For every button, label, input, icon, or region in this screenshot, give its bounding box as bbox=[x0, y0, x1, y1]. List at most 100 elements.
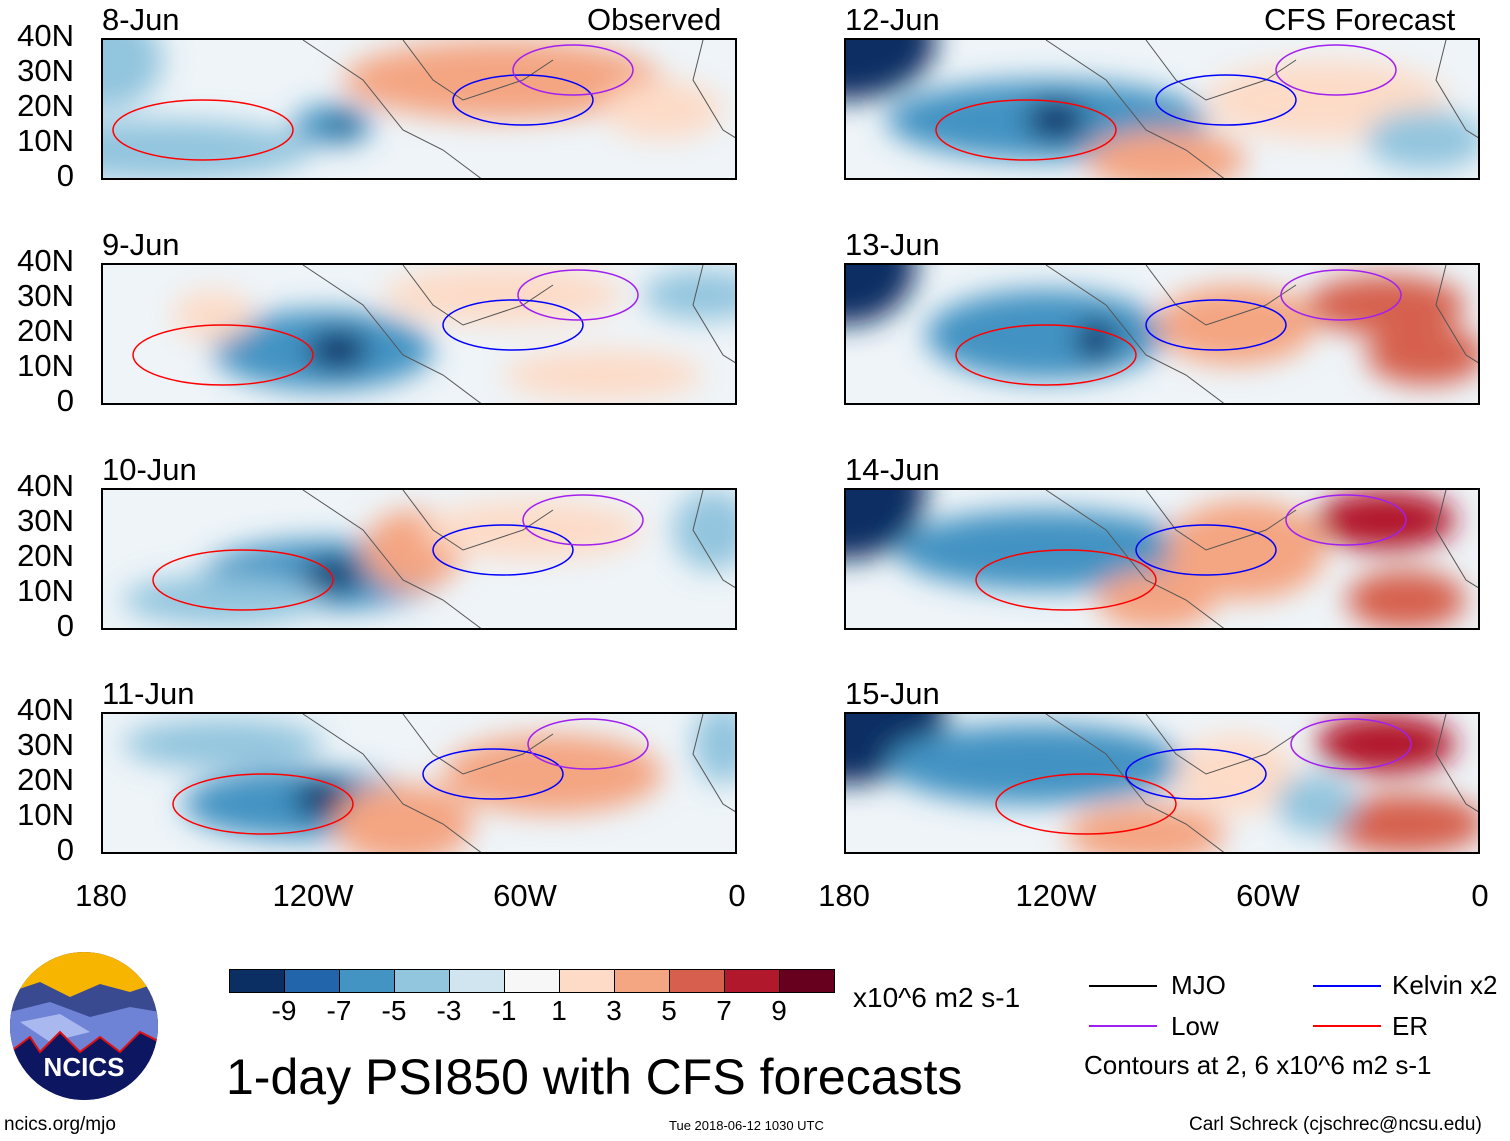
anomaly-blob bbox=[643, 270, 735, 320]
anomaly-blob bbox=[123, 719, 323, 769]
x-tick-label: 60W bbox=[493, 878, 557, 913]
coastline bbox=[302, 265, 735, 403]
colorbar-tick: -5 bbox=[381, 995, 407, 1026]
kelvin-contour bbox=[1155, 74, 1297, 126]
y-tick-label: 20N bbox=[17, 538, 74, 573]
legend-low: Low bbox=[1171, 1011, 1219, 1041]
anomaly-blob bbox=[1156, 285, 1316, 365]
anomaly-blob bbox=[1366, 325, 1478, 385]
ncics-logo: NCICS bbox=[10, 952, 158, 1100]
legend-low-line bbox=[1089, 1025, 1157, 1027]
coastline bbox=[1045, 265, 1478, 403]
anomaly-blob bbox=[103, 40, 163, 110]
low-contour bbox=[1290, 718, 1412, 770]
colorbar-swatch bbox=[285, 970, 340, 992]
y-tick-label: 40N bbox=[17, 243, 74, 278]
y-tick-label: 10N bbox=[17, 797, 74, 832]
anomaly-blob bbox=[1086, 130, 1246, 178]
anomaly-blob bbox=[443, 734, 663, 814]
low-contour bbox=[527, 718, 649, 770]
colorbar-swatch bbox=[230, 970, 285, 992]
anomaly-blob bbox=[293, 781, 353, 817]
map-panel-13-Jun bbox=[844, 263, 1480, 405]
x-tick-label: 180 bbox=[75, 878, 127, 913]
er-contour bbox=[132, 324, 314, 386]
er-contour bbox=[935, 99, 1117, 161]
figure-title: 1-day PSI850 with CFS forecasts bbox=[226, 1049, 963, 1105]
colorbar-tick: 1 bbox=[551, 995, 567, 1026]
anomaly-blob bbox=[693, 714, 735, 784]
map-panel-8-Jun bbox=[101, 38, 737, 180]
coastline bbox=[302, 714, 735, 852]
y-tick-label: 40N bbox=[17, 18, 74, 53]
anomaly-blob bbox=[308, 330, 368, 370]
low-contour bbox=[522, 494, 644, 546]
y-tick-label: 30N bbox=[17, 727, 74, 762]
colorbar-tick: 7 bbox=[716, 995, 732, 1026]
y-tick-label: 0 bbox=[56, 158, 74, 193]
y-tick-label: 40N bbox=[17, 468, 74, 503]
anomaly-blob bbox=[331, 115, 355, 135]
anomaly-blob bbox=[303, 559, 363, 591]
anomaly-blob bbox=[926, 290, 1166, 380]
map-panel-14-Jun bbox=[844, 488, 1480, 630]
colorbar-unit: x10^6 m2 s-1 bbox=[853, 982, 1021, 1013]
coastline bbox=[1045, 714, 1478, 852]
y-tick-label: 10N bbox=[17, 573, 74, 608]
footer-credit: Carl Schreck (cjschrec@ncsu.edu) bbox=[1189, 1114, 1482, 1135]
anomaly-blob bbox=[846, 265, 916, 325]
x-tick-label: 0 bbox=[1471, 878, 1489, 913]
anomaly-blob bbox=[846, 40, 936, 100]
y-tick-label: 30N bbox=[17, 503, 74, 538]
anomaly-blob bbox=[1076, 320, 1116, 360]
x-tick-label: 60W bbox=[1236, 878, 1300, 913]
panel-date-label: 13-Jun bbox=[845, 227, 940, 262]
x-tick-label: 120W bbox=[272, 878, 354, 913]
colorbar-swatch bbox=[505, 970, 560, 992]
x-tick-label: 120W bbox=[1015, 878, 1097, 913]
kelvin-contour bbox=[422, 748, 564, 800]
y-tick-label: 20N bbox=[17, 762, 74, 797]
low-contour bbox=[1280, 269, 1402, 321]
colorbar-tick: -7 bbox=[326, 995, 352, 1026]
colorbar-swatch bbox=[450, 970, 505, 992]
coastline bbox=[302, 490, 735, 628]
low-contour bbox=[1275, 44, 1397, 96]
panel-date-label: 15-Jun bbox=[845, 676, 940, 711]
colorbar-swatch bbox=[670, 970, 725, 992]
colorbar-tick: 3 bbox=[606, 995, 622, 1026]
legend-kelvin: Kelvin x2 bbox=[1392, 970, 1498, 1000]
map-panel-9-Jun bbox=[101, 263, 737, 405]
contour-note: Contours at 2, 6 x10^6 m2 s-1 bbox=[1084, 1050, 1432, 1080]
er-contour bbox=[172, 773, 354, 835]
y-tick-label: 40N bbox=[17, 692, 74, 727]
panel-date-label: 12-Jun bbox=[845, 2, 940, 37]
y-tick-label: 0 bbox=[56, 608, 74, 643]
coastline bbox=[302, 40, 735, 178]
low-contour bbox=[517, 269, 639, 321]
y-tick-label: 30N bbox=[17, 278, 74, 313]
kelvin-contour bbox=[432, 524, 574, 576]
er-contour bbox=[112, 99, 294, 161]
er-contour bbox=[975, 549, 1157, 611]
anomaly-blob bbox=[1096, 570, 1216, 628]
anomaly-blob bbox=[1346, 570, 1466, 628]
anomaly-blob bbox=[123, 575, 323, 625]
colorbar-tick: -9 bbox=[271, 995, 297, 1026]
svg-text:NCICS: NCICS bbox=[44, 1052, 125, 1082]
anomaly-blob bbox=[1306, 275, 1466, 335]
y-tick-label: 0 bbox=[56, 832, 74, 867]
anomaly-blob bbox=[1326, 794, 1478, 852]
low-contour bbox=[512, 44, 634, 96]
footer-timestamp: Tue 2018-06-12 1030 UTC bbox=[669, 1118, 824, 1133]
legend-mjo: MJO bbox=[1171, 970, 1226, 1000]
panel-date-label: 11-Jun bbox=[102, 676, 195, 711]
y-tick-label: 20N bbox=[17, 88, 74, 123]
legend-mjo-line bbox=[1089, 985, 1157, 987]
panel-date-label: 9-Jun bbox=[102, 227, 180, 262]
footer-url[interactable]: ncics.org/mjo bbox=[4, 1114, 116, 1135]
y-tick-label: 10N bbox=[17, 348, 74, 383]
anomaly-blob bbox=[383, 265, 623, 325]
anomaly-blob bbox=[846, 490, 926, 560]
